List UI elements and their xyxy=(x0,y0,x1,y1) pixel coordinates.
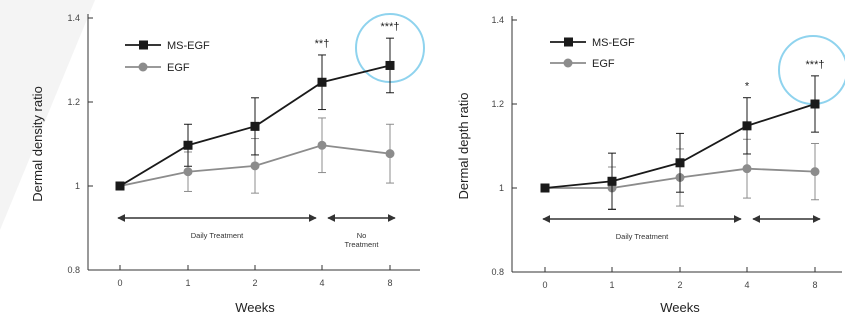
data-point-ms-egf xyxy=(607,176,617,186)
x-tick-label: 2 xyxy=(677,280,682,290)
x-axis-title: Weeks xyxy=(660,300,700,315)
data-point-ms-egf xyxy=(317,77,327,87)
x-tick-label: 4 xyxy=(744,280,749,290)
legend-marker-circle xyxy=(563,58,573,68)
legend-label: EGF xyxy=(167,62,190,74)
legend-label: MS-EGF xyxy=(167,40,210,52)
y-axis-title: Dermal depth ratio xyxy=(456,93,471,200)
x-tick-label: 4 xyxy=(319,278,324,288)
watermark-shape xyxy=(0,0,95,230)
significance-label: ***† xyxy=(381,21,400,33)
period-label: Treatment xyxy=(345,240,380,249)
data-point-ms-egf xyxy=(810,99,820,109)
y-tick-label: 1.2 xyxy=(491,99,504,109)
significance-label: * xyxy=(745,81,750,93)
data-point-ms-egf xyxy=(115,181,125,191)
period-label: Daily Treatment xyxy=(616,232,669,241)
y-tick-label: 1 xyxy=(75,181,80,191)
y-tick-label: 1 xyxy=(499,183,504,193)
y-tick-label: 0.8 xyxy=(67,265,80,275)
x-tick-label: 1 xyxy=(609,280,614,290)
legend-marker-circle xyxy=(138,62,148,72)
significance-label: **† xyxy=(315,38,330,50)
legend-marker-square xyxy=(139,40,148,50)
dermal-density-chart: 0.8 1 1.2 1.4 0 1 2 4 8 Dermal density ratio Weeks… xyxy=(30,13,425,315)
x-tick-label: 0 xyxy=(117,278,122,288)
x-tick-label: 1 xyxy=(185,278,190,288)
period-label: Daily Treatment xyxy=(191,231,244,240)
data-point-egf xyxy=(250,161,260,171)
x-tick-label: 0 xyxy=(542,280,547,290)
x-axis-title: Weeks xyxy=(235,300,275,315)
y-axis-title: Dermal density ratio xyxy=(30,86,45,202)
data-point-ms-egf xyxy=(250,121,260,131)
data-point-ms-egf xyxy=(385,60,395,70)
y-tick-label: 0.8 xyxy=(491,267,504,277)
data-point-egf xyxy=(183,167,193,177)
data-point-ms-egf xyxy=(675,158,685,168)
data-point-egf xyxy=(810,167,820,177)
y-tick-label: 1.4 xyxy=(491,15,504,25)
legend-label: EGF xyxy=(592,58,615,70)
legend-label: MS-EGF xyxy=(592,37,635,49)
data-point-ms-egf xyxy=(183,140,193,150)
x-tick-label: 8 xyxy=(387,278,392,288)
data-point-egf xyxy=(317,140,327,150)
data-point-egf xyxy=(385,149,395,159)
y-tick-label: 1.4 xyxy=(67,13,80,23)
data-point-ms-egf xyxy=(540,183,550,193)
data-point-ms-egf xyxy=(742,121,752,131)
period-label: No xyxy=(357,231,367,240)
legend-marker-square xyxy=(564,37,573,47)
data-point-egf xyxy=(742,164,752,174)
y-tick-label: 1.2 xyxy=(67,97,80,107)
x-tick-label: 2 xyxy=(252,278,257,288)
x-tick-label: 8 xyxy=(812,280,817,290)
significance-label: ***† xyxy=(806,59,825,71)
